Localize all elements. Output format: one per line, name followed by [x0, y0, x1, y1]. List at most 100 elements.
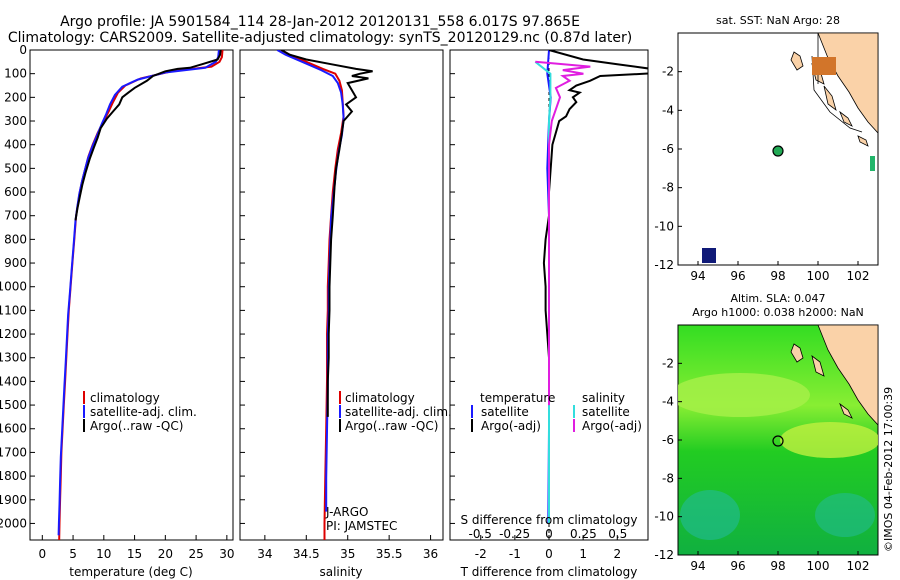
- legend-label-climatology: climatology: [90, 391, 160, 405]
- y-tick-label: 100: [4, 67, 27, 81]
- sst-patch-green: [870, 156, 875, 171]
- map-x-tick-label: 98: [770, 559, 785, 573]
- y-tick-label: 1600: [0, 422, 27, 436]
- map-y-tick-label: -10: [654, 510, 674, 524]
- chart-title-line1: Argo profile: JA 5901584_114 28-Jan-2012…: [60, 14, 580, 30]
- map-y-tick-label: -10: [654, 219, 674, 233]
- y-tick-label: 1300: [0, 351, 27, 365]
- y-tick-label: 500: [4, 161, 27, 175]
- t-diff-x-tick-label: -1: [509, 547, 521, 561]
- legend-label-argo: Argo(..raw -QC): [345, 419, 438, 433]
- chart-title-line2: Climatology: CARS2009. Satellite-adjuste…: [7, 30, 633, 46]
- t-diff-x-tick-label: 0: [545, 547, 553, 561]
- map-y-tick-label: -4: [662, 395, 674, 409]
- temperature-x-tick-label: 0: [38, 547, 46, 561]
- island-simeulue: [790, 51, 804, 71]
- map-y-tick-label: -12: [654, 258, 674, 272]
- island-nias: [811, 355, 825, 377]
- legend-label-s-satellite: satellite: [582, 405, 630, 419]
- s-diff-x-tick-label: 0.5: [608, 527, 627, 541]
- y-tick-label: 800: [4, 232, 27, 246]
- temperature-x-tick-label: 20: [158, 547, 173, 561]
- series-line-climatology: [280, 50, 345, 540]
- annotation-j-argo: J-ARGO: [325, 505, 368, 519]
- s-difference-xlabel: S difference from climatology: [461, 513, 638, 527]
- salinity-legend: climatology satellite-adj. clim. Argo(..…: [325, 391, 452, 533]
- y-tick-label: 1100: [0, 303, 27, 317]
- legend-label-satellite: satellite-adj. clim.: [345, 405, 452, 419]
- map-x-tick-label: 94: [690, 559, 705, 573]
- legend-title-temperature: temperature: [480, 391, 555, 405]
- salinity-x-tick-label: 34: [257, 547, 272, 561]
- sst-map-title: sat. SST: NaN Argo: 28: [716, 14, 840, 27]
- s-diff-x-tick-label: 0: [545, 527, 553, 541]
- legend-label-argo: Argo(..raw -QC): [90, 419, 183, 433]
- legend-label-climatology: climatology: [345, 391, 415, 405]
- series-line-climatology: [58, 50, 224, 540]
- y-tick-label: 300: [4, 114, 27, 128]
- y-tick-label: 1400: [0, 374, 27, 388]
- y-tick-label: 600: [4, 185, 27, 199]
- temperature-plot-frame: [29, 49, 234, 541]
- series-line-satellite-adj-clim-: [276, 50, 345, 512]
- sst-patch-navy: [702, 248, 716, 263]
- island-simeulue: [790, 343, 804, 363]
- series-line-satellite-adj-clim-: [57, 50, 220, 536]
- temperature-legend: climatology satellite-adj. clim. Argo(..…: [83, 391, 197, 433]
- map-x-tick-label: 102: [847, 269, 870, 283]
- sst-patch-orange: [812, 57, 836, 75]
- map-x-tick-label: 96: [730, 269, 745, 283]
- y-tick-label: 1500: [0, 398, 27, 412]
- t-diff-x-tick-label: -2: [475, 547, 487, 561]
- map-y-tick-label: -2: [662, 356, 674, 370]
- y-tick-label: 700: [4, 209, 27, 223]
- temperature-x-tick-label: 15: [127, 547, 142, 561]
- salinity-x-tick-label: 34.5: [293, 547, 320, 561]
- temperature-xlabel: temperature (deg C): [69, 565, 192, 579]
- salinity-xlabel: salinity: [319, 565, 362, 579]
- legend-label-satellite: satellite-adj. clim.: [90, 405, 197, 419]
- map-x-tick-label: 96: [730, 559, 745, 573]
- sumatra-landmass: [817, 325, 878, 426]
- temperature-x-tick-label: 25: [188, 547, 203, 561]
- y-tick-label: 200: [4, 90, 27, 104]
- s-diff-x-tick-label: -0.25: [499, 527, 530, 541]
- map-y-tick-label: -12: [654, 548, 674, 562]
- y-tick-label: 0: [19, 43, 27, 57]
- map-y-tick-label: -4: [662, 103, 674, 117]
- t-diff-x-tick-label: 1: [579, 547, 587, 561]
- island-siberut: [839, 402, 853, 419]
- y-tick-label: 1000: [0, 280, 27, 294]
- s-diff-x-tick-label: 0.25: [570, 527, 597, 541]
- s-diff-x-tick-label: -0.5: [469, 527, 492, 541]
- coast-contour: [811, 55, 863, 133]
- sla-map-subtitle: Argo h1000: 0.038 h2000: NaN: [692, 306, 864, 319]
- series-line-s-argo-adj-: [535, 60, 591, 406]
- island-batu: [823, 85, 837, 112]
- temperature-x-tick-label: 10: [96, 547, 111, 561]
- legend-title-salinity: salinity: [582, 391, 625, 405]
- y-tick-label: 1800: [0, 469, 27, 483]
- salinity-plot-frame: [239, 49, 444, 541]
- salinity-x-tick-label: 35.5: [376, 547, 403, 561]
- temperature-x-tick-label: 5: [69, 547, 77, 561]
- y-tick-label: 1900: [0, 493, 27, 507]
- legend-label-s-argo: Argo(-adj): [582, 419, 642, 433]
- map-x-tick-label: 102: [847, 559, 870, 573]
- map-y-tick-label: -6: [662, 142, 674, 156]
- series-line-t-argo-adj-: [542, 50, 648, 406]
- map-x-tick-label: 100: [807, 559, 830, 573]
- legend-label-t-satellite: satellite: [481, 405, 529, 419]
- series-line-argo-raw-qc-: [74, 50, 222, 221]
- argo-position-marker: [772, 145, 784, 157]
- series-line-argo-raw-qc-: [280, 50, 373, 417]
- argo-position-marker: [772, 435, 784, 447]
- y-tick-label: 400: [4, 138, 27, 152]
- difference-legend: temperature salinity satellite Argo(-adj…: [471, 391, 642, 433]
- salinity-x-tick-label: 35: [340, 547, 355, 561]
- sla-anomaly-low: [815, 493, 875, 537]
- y-tick-label: 900: [4, 256, 27, 270]
- y-tick-label: 2000: [0, 516, 27, 530]
- island-siberut: [839, 110, 853, 127]
